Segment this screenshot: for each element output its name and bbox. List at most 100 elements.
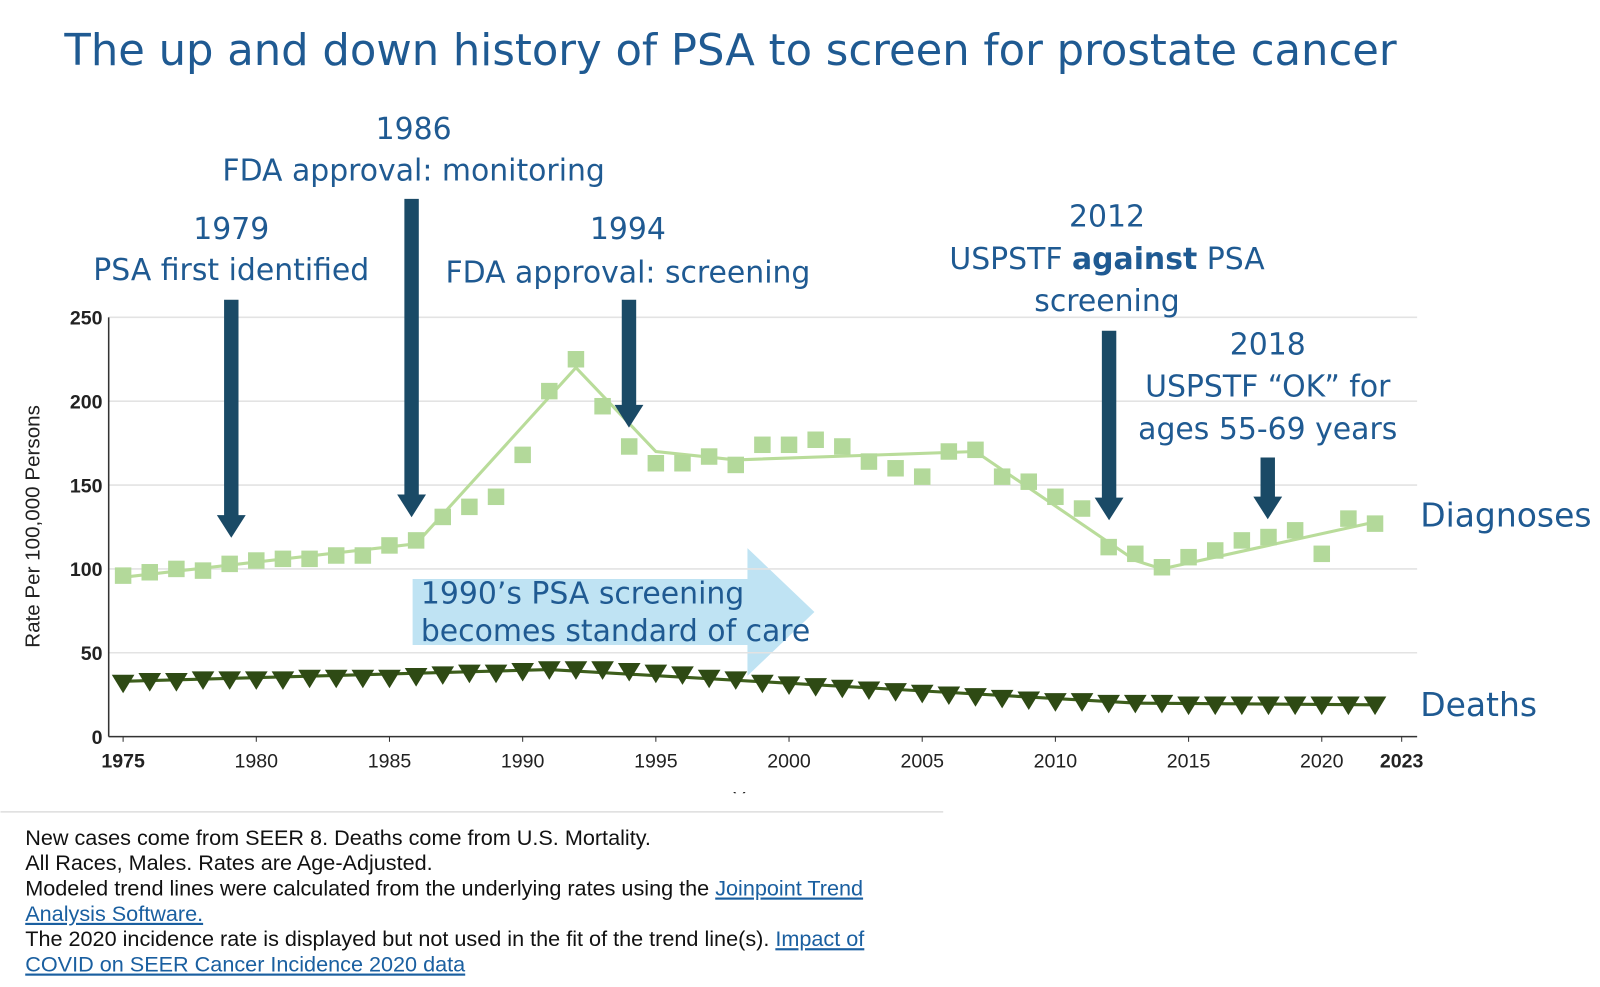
diagnosis-marker bbox=[594, 397, 611, 415]
footnote-link[interactable]: Impact of bbox=[775, 926, 865, 951]
death-marker bbox=[1097, 694, 1121, 714]
death-marker bbox=[830, 679, 854, 699]
diagnosis-marker bbox=[1073, 500, 1091, 517]
x-tick-label: 2020 bbox=[1300, 751, 1344, 773]
footnote: All Races, Males. Rates are Age-Adjusted… bbox=[25, 850, 432, 875]
diagnosis-marker bbox=[647, 455, 665, 472]
diagnosis-marker bbox=[700, 448, 718, 465]
diagnosis-marker bbox=[674, 455, 691, 472]
diagnosis-marker bbox=[807, 431, 824, 449]
y-axis-label: Rate Per 100,000 Persons bbox=[22, 405, 45, 648]
x-tick-label: 2010 bbox=[1034, 751, 1078, 773]
diagnosis-marker bbox=[1020, 473, 1038, 490]
annotation-segment: 1979 bbox=[193, 212, 269, 247]
footnote-link[interactable]: Analysis Software. bbox=[25, 901, 203, 926]
diagnosis-marker bbox=[354, 547, 372, 564]
death-marker bbox=[511, 662, 534, 682]
death-marker bbox=[1123, 694, 1147, 714]
diagnosis-marker bbox=[434, 508, 451, 526]
diagnosis-marker bbox=[967, 441, 984, 459]
death-marker bbox=[191, 671, 215, 690]
diagnosis-marker bbox=[1313, 545, 1331, 563]
annotation-segment: PSA first identified bbox=[93, 253, 369, 288]
annotation-text: PSA first identified bbox=[93, 253, 369, 288]
x-tick-label: 2000 bbox=[767, 751, 811, 773]
death-marker bbox=[990, 689, 1014, 709]
death-marker bbox=[804, 678, 828, 697]
death-marker bbox=[484, 664, 508, 684]
annotation-text: screening bbox=[1034, 284, 1179, 319]
death-marker bbox=[1363, 696, 1387, 716]
diagnosis-marker bbox=[1286, 522, 1304, 539]
death-marker bbox=[884, 683, 907, 702]
series-label: Diagnoses bbox=[1420, 495, 1591, 534]
annotation-text: 2018 bbox=[1230, 327, 1306, 362]
death-marker bbox=[644, 664, 668, 684]
footnote-text: All Races, Males. Rates are Age-Adjusted… bbox=[25, 850, 432, 875]
diagnosis-marker bbox=[1206, 542, 1224, 559]
diagnosis-marker bbox=[327, 547, 345, 564]
death-marker bbox=[671, 666, 694, 685]
annotation-segment: 1994 bbox=[590, 212, 666, 247]
annotation-text: 2012 bbox=[1069, 200, 1145, 235]
diagnosis-marker bbox=[1047, 488, 1064, 506]
diagnosis-marker bbox=[514, 446, 531, 464]
x-tick-label: 1990 bbox=[501, 751, 545, 773]
diagnosis-marker bbox=[221, 555, 238, 573]
diagnosis-marker bbox=[407, 532, 425, 549]
death-marker bbox=[537, 661, 561, 680]
death-marker bbox=[937, 686, 961, 706]
death-marker bbox=[1283, 696, 1307, 716]
death-marker bbox=[964, 688, 987, 707]
y-tick-label: 50 bbox=[81, 643, 103, 665]
annotation-arrow bbox=[1094, 330, 1124, 521]
diagnosis-marker bbox=[780, 436, 798, 454]
x-tick-label: 2005 bbox=[900, 751, 944, 773]
y-tick-label: 0 bbox=[92, 727, 103, 749]
death-marker bbox=[1230, 696, 1254, 716]
diagnosis-marker bbox=[168, 560, 185, 578]
death-marker bbox=[857, 681, 881, 700]
footnote: Analysis Software. bbox=[25, 901, 203, 926]
annotation-text: 1990’s PSA screening bbox=[421, 577, 744, 612]
footnote-text: New cases come from SEER 8. Deaths come … bbox=[25, 825, 651, 850]
diagnosis-marker bbox=[1260, 528, 1277, 546]
diagnosis-marker bbox=[194, 562, 212, 579]
death-marker bbox=[777, 676, 801, 695]
diagnosis-marker bbox=[461, 498, 478, 516]
annotation-text: USPSTF “OK” for bbox=[1145, 370, 1391, 405]
footnote-link[interactable]: Joinpoint Trend bbox=[715, 876, 863, 901]
annotation-text: 1994 bbox=[590, 212, 666, 247]
death-marker bbox=[324, 669, 348, 689]
diagnosis-marker bbox=[834, 438, 851, 455]
annotation-text: FDA approval: monitoring bbox=[222, 153, 604, 188]
death-marker bbox=[244, 671, 268, 690]
footnote: The 2020 incidence rate is displayed but… bbox=[25, 926, 865, 951]
footnote-link[interactable]: COVID on SEER Cancer Incidence 2020 data bbox=[25, 952, 466, 977]
death-marker bbox=[751, 674, 774, 694]
diagnosis-marker bbox=[567, 351, 585, 368]
diagnosis-marker bbox=[1233, 532, 1251, 549]
death-marker bbox=[165, 673, 188, 692]
annotation-arrow bbox=[397, 198, 427, 518]
death-marker bbox=[458, 664, 481, 684]
annotation-segment: 2012 bbox=[1069, 200, 1145, 235]
diagnosis-marker bbox=[114, 567, 132, 584]
annotation-segment: screening bbox=[1034, 284, 1179, 319]
death-marker bbox=[1044, 693, 1067, 712]
diagnosis-marker bbox=[620, 438, 638, 455]
y-tick-label: 250 bbox=[70, 308, 103, 330]
diagnosis-marker bbox=[754, 436, 771, 454]
death-marker bbox=[1337, 696, 1360, 716]
annotation-segment: USPSTF “OK” for bbox=[1145, 370, 1391, 405]
death-marker bbox=[1177, 696, 1200, 716]
footnote: New cases come from SEER 8. Deaths come … bbox=[25, 825, 651, 850]
death-marker bbox=[1017, 691, 1041, 711]
diagnosis-marker bbox=[1100, 538, 1117, 556]
diagnosis-marker bbox=[887, 460, 904, 477]
diagnosis-marker bbox=[913, 468, 931, 485]
x-tick-label: 2015 bbox=[1167, 751, 1211, 773]
annotation-segment: FDA approval: screening bbox=[445, 255, 810, 290]
death-marker bbox=[1150, 694, 1174, 714]
x-tick-label: 2023 bbox=[1380, 751, 1424, 773]
